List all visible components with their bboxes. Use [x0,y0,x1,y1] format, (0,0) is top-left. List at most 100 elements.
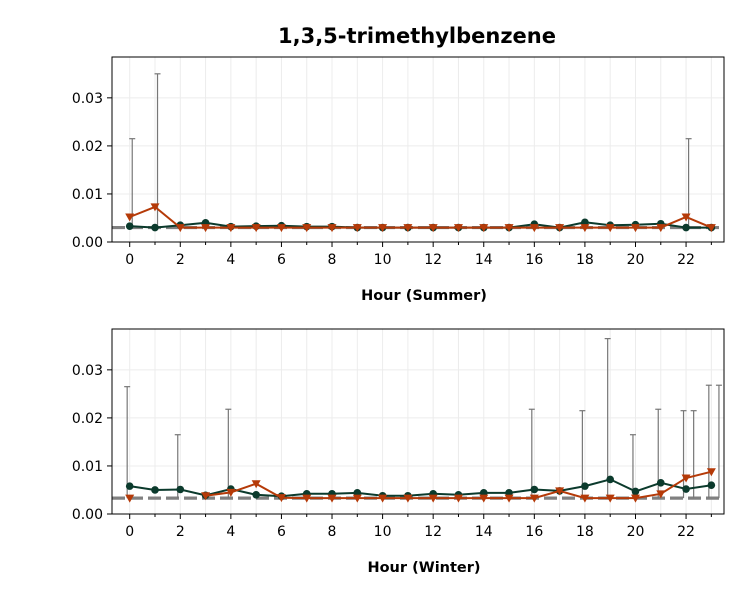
x-tick-label: 14 [475,524,493,540]
data-point [453,494,463,503]
x-tick-label: 6 [277,524,286,540]
y-tick-label: 0.03 [72,363,103,379]
data-point [530,485,539,494]
data-point [302,224,312,233]
data-point [707,481,716,489]
x-tick-label: 8 [328,252,337,268]
data-point [656,490,666,499]
data-point [580,494,590,503]
data-point [352,494,362,503]
data-point [428,494,438,503]
x-tick-label: 16 [525,524,543,540]
x-tick-label: 4 [226,524,235,540]
x-tick-label: 22 [677,252,695,268]
x-tick-label: 20 [627,252,645,268]
data-point [479,494,489,503]
data-point [555,224,565,233]
series-line [129,478,712,498]
data-point [125,213,135,222]
x-tick-label: 2 [176,252,185,268]
x-axis-label: Hour (Summer) [361,288,487,304]
data-point [176,485,185,494]
chart-panel-2: 0 2 4 6 8 10 12 14 16 18 20 22 0.00 0.01 0.02 0.03 Hour … [72,328,725,576]
data-point [682,485,690,493]
x-tick-label: 18 [576,252,594,268]
x-tick-label: 16 [525,252,543,268]
data-point [378,224,388,233]
data-point [201,492,211,501]
data-point [580,224,590,233]
data-point [529,494,539,503]
x-tick-label: 12 [424,252,442,268]
data-point [150,203,160,212]
data-point [226,224,236,233]
series-line [129,205,712,229]
x-tick-label: 14 [475,252,493,268]
data-point [529,224,539,233]
data-point [125,494,135,503]
data-point [630,224,640,233]
data-point [252,490,260,499]
data-point [378,494,388,503]
series-a [125,475,716,501]
data-point [504,494,514,503]
data-point [201,224,211,233]
y-tick-label: 0.01 [72,459,103,475]
data-point [352,224,362,233]
data-point [276,494,286,503]
data-point [682,223,690,232]
x-axis-label: Hour (Winter) [367,560,480,576]
data-point [706,468,716,477]
x-tick-label: 8 [328,524,337,540]
series-b [125,203,716,233]
chart-panel-1: 0 2 4 6 8 10 12 14 16 18 20 22 0.00 0.01 0.02 0.03 Hour … [72,56,725,304]
x-tick-label: 10 [374,524,392,540]
data-point [125,222,134,230]
plot-frame [111,56,725,243]
y-tick-label: 0.03 [72,91,103,107]
y-tick-label: 0.02 [72,139,103,155]
x-tick-label: 0 [125,252,134,268]
data-point [428,224,438,233]
data-point [555,487,565,496]
x-tick-label: 20 [627,524,645,540]
data-point [656,478,665,487]
x-tick-label: 10 [374,252,392,268]
data-point [327,224,337,233]
data-point [276,224,286,233]
data-point [403,224,413,233]
data-point [630,494,640,503]
data-point [504,224,514,233]
data-point [302,494,312,503]
data-point [251,480,261,489]
x-tick-label: 6 [277,252,286,268]
data-point [479,224,489,233]
x-tick-label: 2 [176,524,185,540]
data-point [706,224,716,233]
data-point [581,482,589,490]
data-point [605,494,615,503]
data-point [175,224,185,233]
data-point [151,486,159,494]
x-tick-label: 12 [424,524,442,540]
y-tick-label: 0.01 [72,187,103,203]
x-tick-label: 0 [125,524,134,540]
data-point [681,474,691,483]
data-point [251,224,261,233]
y-tick-label: 0.00 [72,507,103,523]
data-point [453,224,463,233]
data-point [125,482,134,490]
chart-title: 1,3,5-trimethylbenzene [278,24,556,48]
data-point [226,488,236,497]
data-point [403,494,413,503]
data-point [656,224,666,233]
series-a [125,218,716,232]
data-point [631,487,640,496]
data-point [327,494,337,503]
x-tick-label: 18 [576,524,594,540]
plot-frame [111,328,725,515]
data-point [605,224,615,233]
data-point [606,475,614,484]
data-point [681,213,691,222]
